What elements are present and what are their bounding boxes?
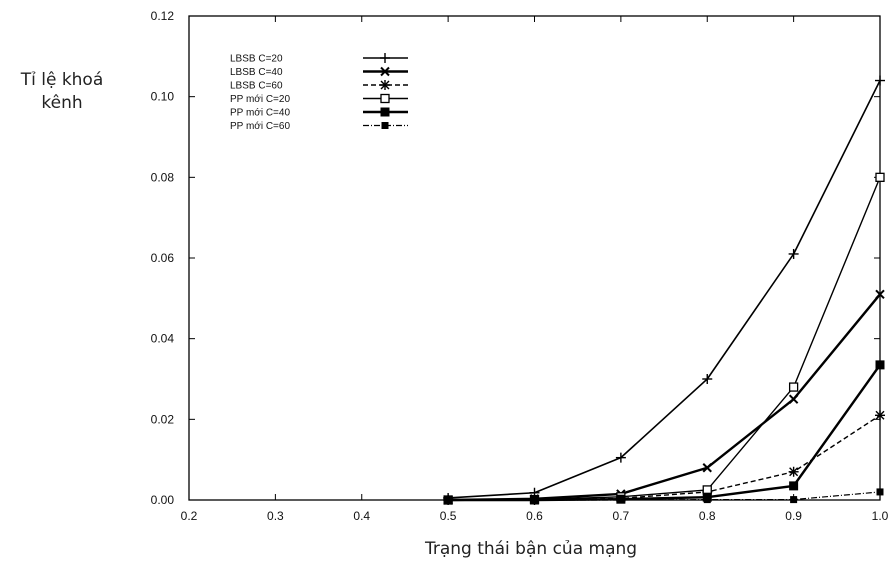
y-tick-label: 0.04 [151,332,175,346]
legend-marker-5 [380,107,390,117]
series-3-point [788,466,799,477]
series-6-point [876,488,884,496]
series-6-line [448,491,881,501]
series-1-point [788,248,799,259]
legend-label-2: LBSB C=40 [230,67,283,78]
y-tick-label: 0.12 [151,9,175,23]
series-1-point [615,452,626,463]
x-tick-label: 1.0 [872,509,889,523]
y-tick-label: 0.10 [151,90,175,104]
y-tick-label: 0.00 [151,493,175,507]
legend-label-1: LBSB C=20 [230,54,283,65]
x-tick-label: 0.7 [613,509,630,523]
series-6-point [790,496,798,504]
legend-marker-2 [380,66,390,77]
x-tick-label: 0.2 [181,509,198,523]
series-6-point [531,496,538,504]
x-tick-label: 0.3 [267,509,284,523]
series-5-point [789,481,799,491]
series-6-point [703,496,711,504]
series-3-line [448,414,881,501]
legend-marker-4 [380,93,390,104]
series-2-point [875,289,885,300]
series-4-line [448,177,881,501]
series-4 [443,172,885,505]
y-tick-label: 0.02 [151,412,175,426]
series-2 [443,289,885,505]
series-6-point [617,496,625,504]
plot-frame [188,15,881,501]
series-1 [443,75,885,503]
series-3-point [875,410,885,421]
series-1-point [875,75,885,86]
x-tick-label: 0.4 [353,509,370,523]
legend-label-5: PP mới C=40 [230,108,290,119]
x-axis-label: Trạng thái bận của mạng [424,539,637,559]
legend-marker-3 [380,80,390,90]
series-2-point [788,394,799,404]
series-3 [443,410,885,505]
legend-label-3: LBSB C=60 [230,81,283,92]
x-tick-label: 0.9 [785,509,802,523]
series-4-point [875,172,885,182]
legend-label-6: PP mới C=60 [230,121,290,132]
legend-marker-1 [380,53,390,63]
series-1-point [702,374,713,384]
series-2-point [702,463,712,473]
series-6-point [444,496,452,504]
series-2-line [448,293,881,502]
series-5 [443,360,885,505]
legend: LBSB C=20 LBSB C=40 LBSB C=60 PP mới C=20 PP… [230,53,408,132]
series-5-point [875,360,885,370]
y-tick-label: 0.06 [151,251,175,265]
x-tick-label: 0.6 [526,509,543,523]
legend-label-4: PP mới C=20 [230,94,290,105]
series-4-point [788,382,799,392]
series-6 [444,488,884,504]
y-axis-label-line-1: Tỉ lệ khoá [20,70,104,90]
x-tick-label: 0.5 [440,509,457,523]
y-axis-label-line-2: kênh [41,93,82,113]
x-tick-label: 0.8 [699,509,716,523]
legend-marker-6 [381,122,389,129]
y-tick-label: 0.08 [151,170,175,184]
series-1-line [448,80,881,499]
